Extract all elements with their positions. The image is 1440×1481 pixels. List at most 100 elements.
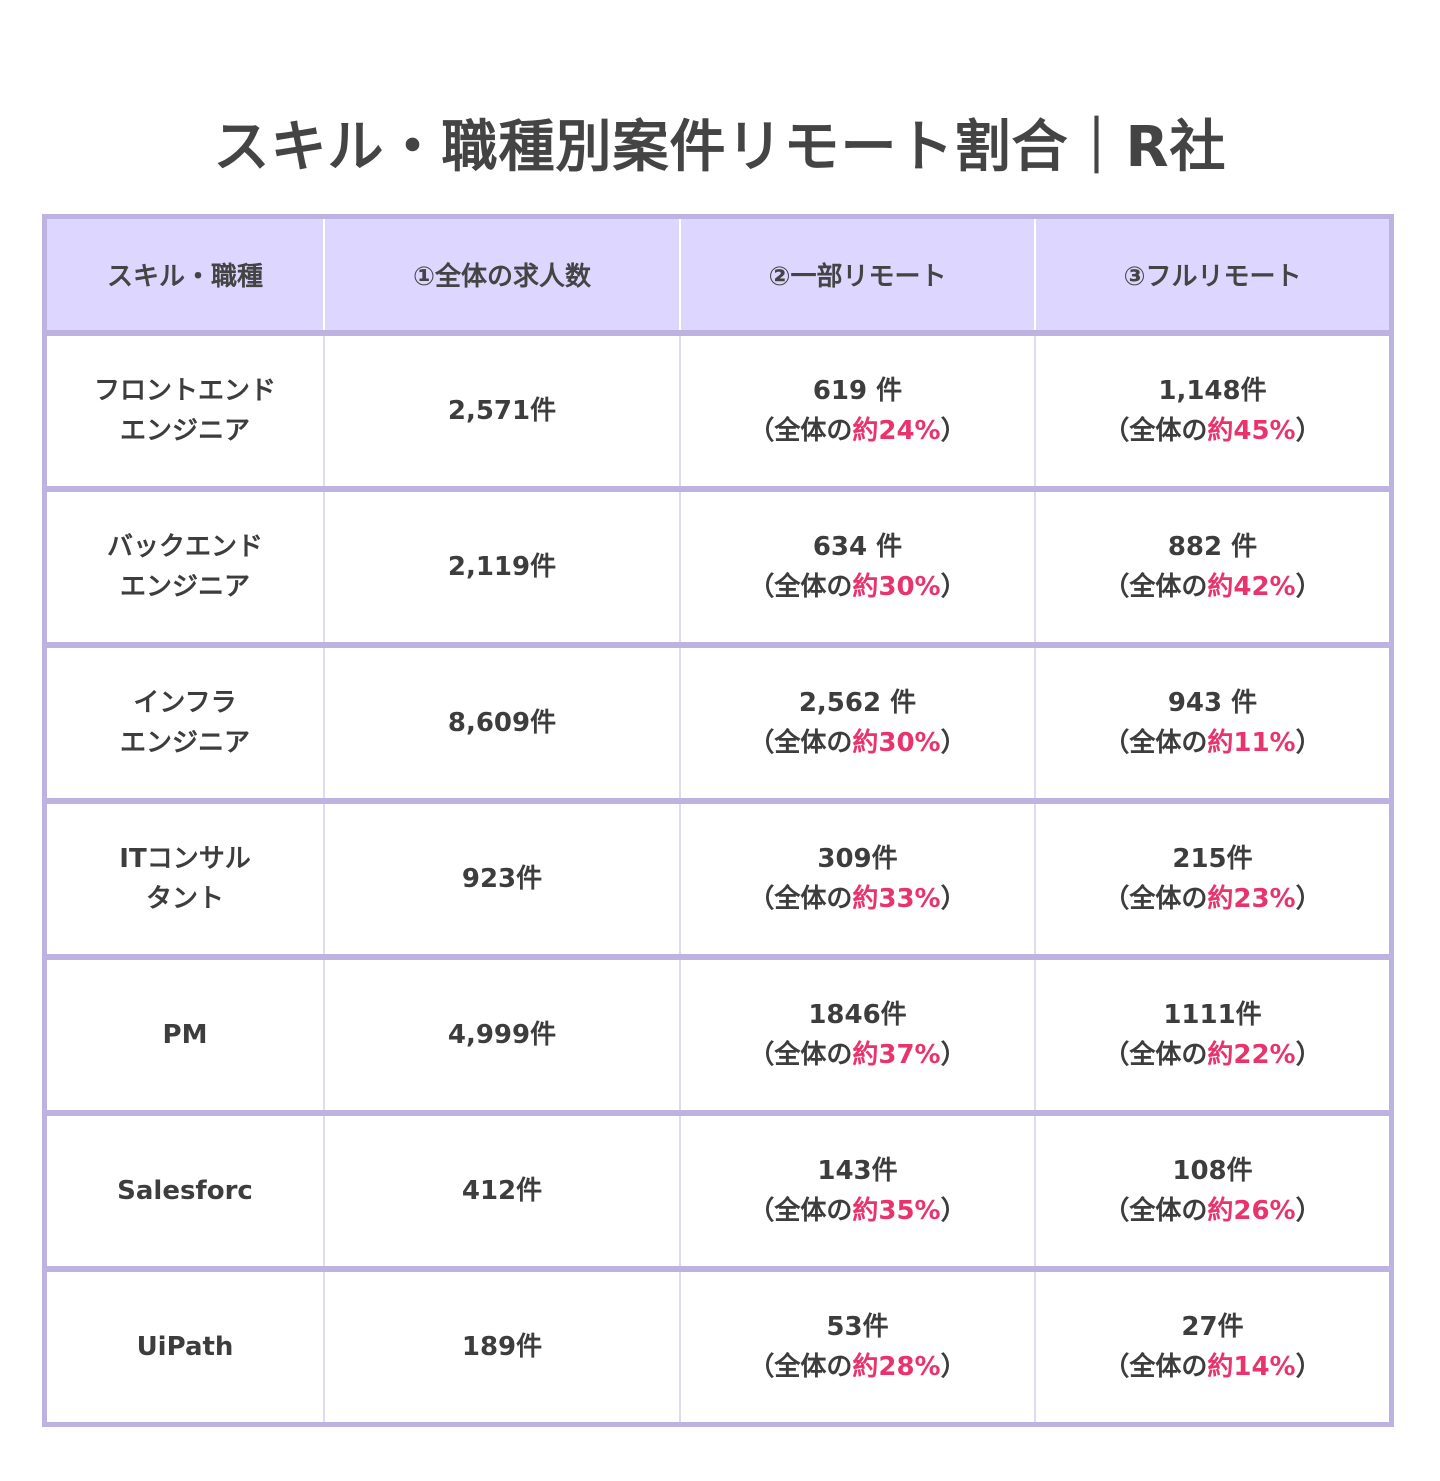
percentage-value: 約26% [1207,1196,1296,1226]
count-value: 634 件 [812,532,903,562]
percentage-suffix: ） [1295,1352,1322,1382]
count-value: 619 件 [812,376,903,406]
percentage-line: （全体の約35%） [681,1191,1034,1231]
count-value: 2,562 件 [798,688,917,718]
full-remote-cell: 1,148件 （全体の約45%） [1034,333,1389,489]
percentage-line: （全体の約24%） [681,411,1034,451]
total-count-cell: 2,119件 [323,489,680,645]
full-remote-cell: 943 件 （全体の約11%） [1034,645,1389,801]
percentage-value: 約28% [852,1352,941,1382]
partial-remote-cell: 634 件 （全体の約30%） [679,489,1035,645]
skill-cell: Salesforc [47,1113,324,1269]
page-title: スキル・職種別案件リモート割合｜R社 [213,114,1227,180]
partial-remote-cell: 53件 （全体の約28%） [679,1269,1035,1422]
header-row: スキル・職種 ①全体の求人数 ②一部リモート ③フルリモート [47,219,1389,333]
percentage-line: （全体の約30%） [681,567,1034,607]
full-remote-cell: 1111件 （全体の約22%） [1034,957,1389,1113]
percentage-suffix: ） [940,1352,967,1382]
count-value: 309件 [817,844,898,874]
percentage-line: （全体の約11%） [1036,723,1389,763]
percentage-prefix: （全体の [748,1352,853,1382]
skill-name-line: PM [162,1020,208,1050]
percentage-prefix: （全体の [1103,572,1208,602]
count-value: 1846件 [808,1000,907,1030]
percentage-suffix: ） [1295,884,1322,914]
count-value: 943 件 [1167,688,1258,718]
skill-cell: ITコンサル タント [47,801,324,957]
count-value: 108件 [1172,1156,1253,1186]
percentage-prefix: （全体の [748,1040,853,1070]
percentage-suffix: ） [1295,1040,1322,1070]
skill-name-line: バックエンド [106,532,263,562]
header-total: ①全体の求人数 [323,219,680,333]
percentage-prefix: （全体の [1103,1352,1208,1382]
percentage-prefix: （全体の [1103,728,1208,758]
percentage-line: （全体の約28%） [681,1347,1034,1387]
total-count-cell: 189件 [323,1269,680,1422]
percentage-prefix: （全体の [1103,416,1208,446]
full-remote-cell: 882 件 （全体の約42%） [1034,489,1389,645]
table-header: スキル・職種 ①全体の求人数 ②一部リモート ③フルリモート [47,219,1389,333]
skill-cell: UiPath [47,1269,324,1422]
percentage-value: 約35% [852,1196,941,1226]
total-count-cell: 8,609件 [323,645,680,801]
percentage-suffix: ） [940,416,967,446]
percentage-line: （全体の約42%） [1036,567,1389,607]
percentage-suffix: ） [940,1196,967,1226]
skill-name-line: エンジニア [119,572,250,602]
percentage-suffix: ） [940,884,967,914]
table-row: Salesforc 412件 143件 （全体の約35%） 108件 （全体の約26%） [47,1113,1389,1269]
percentage-value: 約30% [852,572,941,602]
table-row: ITコンサル タント 923件 309件 （全体の約33%） 215件 （全体の約23%） [47,801,1389,957]
full-remote-cell: 108件 （全体の約26%） [1034,1113,1389,1269]
table-row: インフラ エンジニア 8,609件 2,562 件（全体の約30%） 943 件（全体の… [47,645,1389,801]
percentage-suffix: ） [1295,416,1322,446]
percentage-value: 約33% [852,884,941,914]
header-skill: スキル・職種 [47,219,324,333]
count-value: 1111件 [1163,1000,1262,1030]
count-value: 53件 [826,1312,889,1342]
remote-ratio-table-container: スキル・職種 ①全体の求人数 ②一部リモート ③フルリモート フロントエンド エン… [42,214,1394,1427]
percentage-value: 約42% [1207,572,1296,602]
skill-name-line: Salesforc [117,1176,253,1206]
skill-cell: PM [47,957,324,1113]
skill-name-line: タント [145,884,224,914]
skill-name-line: ITコンサル [119,844,251,874]
count-value: 1,148件 [1158,376,1267,406]
skill-cell: フロントエンド エンジニア [47,333,324,489]
percentage-prefix: （全体の [748,728,853,758]
percentage-suffix: ） [1295,728,1322,758]
partial-remote-cell: 619 件 （全体の約24%） [679,333,1035,489]
percentage-prefix: （全体の [1103,1196,1208,1226]
percentage-prefix: （全体の [1103,884,1208,914]
percentage-prefix: （全体の [748,884,853,914]
percentage-value: 約45% [1207,416,1296,446]
percentage-line: （全体の約45%） [1036,411,1389,451]
percentage-value: 約23% [1207,884,1296,914]
partial-remote-cell: 1846件 （全体の約37%） [679,957,1035,1113]
skill-name-line: エンジニア [119,416,250,446]
percentage-line: （全体の約30%） [681,723,1034,763]
table-row: PM 4,999件 1846件 （全体の約37%） 1111件 （全体の約22%） [47,957,1389,1113]
percentage-suffix: ） [940,1040,967,1070]
total-count-cell: 4,999件 [323,957,680,1113]
skill-name-line: UiPath [136,1332,234,1362]
percentage-suffix: ） [1295,572,1322,602]
skill-cell: インフラ エンジニア [47,645,324,801]
percentage-line: （全体の約22%） [1036,1035,1389,1075]
count-value: 27件 [1181,1312,1244,1342]
percentage-prefix: （全体の [1103,1040,1208,1070]
percentage-prefix: （全体の [748,416,853,446]
skill-name-line: フロントエンド [93,376,276,406]
percentage-line: （全体の約37%） [681,1035,1034,1075]
percentage-value: 約37% [852,1040,941,1070]
percentage-suffix: ） [940,572,967,602]
partial-remote-cell: 143件 （全体の約35%） [679,1113,1035,1269]
table-row: フロントエンド エンジニア 2,571件 619 件（全体の約24%） 1,148件 （全… [47,333,1389,489]
partial-remote-cell: 2,562 件 （全体の約30%） [679,645,1035,801]
skill-cell: バックエンド エンジニア [47,489,324,645]
percentage-line: （全体の約14%） [1036,1347,1389,1387]
percentage-line: （全体の約26%） [1036,1191,1389,1231]
percentage-suffix: ） [1295,1196,1322,1226]
percentage-value: 約30% [852,728,941,758]
